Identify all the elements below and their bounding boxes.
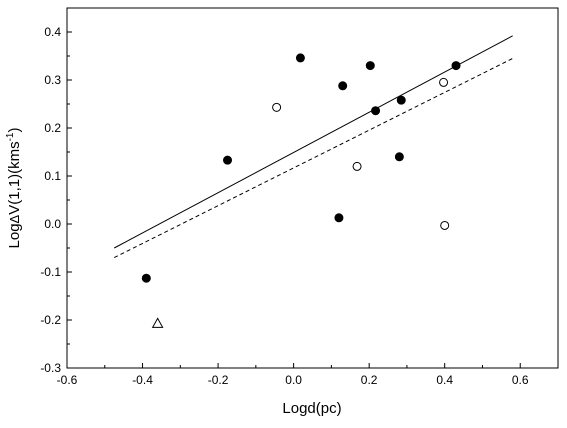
y-axis-title-superscript: -1 xyxy=(5,132,16,141)
x-tick-label: 0.6 xyxy=(512,373,529,387)
y-tick-label: 0.0 xyxy=(44,217,61,231)
x-axis-ticks: -0.6 -0.4 -0.2 0.0 0.2 0.4 0.6 xyxy=(57,363,529,387)
y-axis-title-main: V(1,1)(kms xyxy=(6,141,23,214)
fit-lines xyxy=(113,35,513,259)
filled-circle-point xyxy=(394,152,404,162)
dashed-fit-line xyxy=(113,57,513,259)
open-circle-point xyxy=(352,161,362,171)
x-tick-label: 0.2 xyxy=(361,373,378,387)
x-tick-label: 0.4 xyxy=(436,373,453,387)
x-axis-title: Logd(pc) xyxy=(282,400,341,417)
x-tick-label: -0.4 xyxy=(132,373,153,387)
x-tick-label: 0.0 xyxy=(285,373,302,387)
filled-circle-point xyxy=(365,61,375,71)
filled-circle-point xyxy=(451,61,461,71)
filled-circle-point xyxy=(141,273,151,283)
solid-fit-line xyxy=(113,35,513,249)
open-circle-point xyxy=(439,77,449,87)
open-circle-point xyxy=(440,220,450,230)
y-axis-title: LogΔV(1,1)(kms-1) xyxy=(5,128,23,249)
y-tick-label: 0.2 xyxy=(44,121,61,135)
y-axis-title-delta: Δ xyxy=(7,214,22,223)
plot-frame xyxy=(66,7,559,369)
data-markers xyxy=(141,53,461,328)
filled-circle-point xyxy=(371,106,381,116)
open-triangle-point xyxy=(151,317,164,328)
y-axis-title-prefix: Log xyxy=(6,223,23,248)
filled-circle-point xyxy=(295,53,305,63)
filled-circle-point xyxy=(396,95,406,105)
y-axis-title-suffix: ) xyxy=(6,128,23,133)
x-tick-label: -0.2 xyxy=(208,373,229,387)
filled-circle-point xyxy=(334,213,344,223)
y-tick-label: -0.3 xyxy=(40,361,61,375)
filled-circle-point xyxy=(338,81,348,91)
y-tick-label: 0.1 xyxy=(44,169,61,183)
y-tick-label: 0.3 xyxy=(44,73,61,87)
y-tick-label: -0.1 xyxy=(40,265,61,279)
y-tick-label: -0.2 xyxy=(40,313,61,327)
filled-circle-point xyxy=(223,155,233,165)
open-circle-point xyxy=(272,102,282,112)
y-axis-ticks: -0.3 -0.2 -0.1 0.0 0.1 0.2 0.3 0.4 xyxy=(40,25,72,375)
y-tick-label: 0.4 xyxy=(44,25,61,39)
x-tick-label: -0.6 xyxy=(57,373,78,387)
